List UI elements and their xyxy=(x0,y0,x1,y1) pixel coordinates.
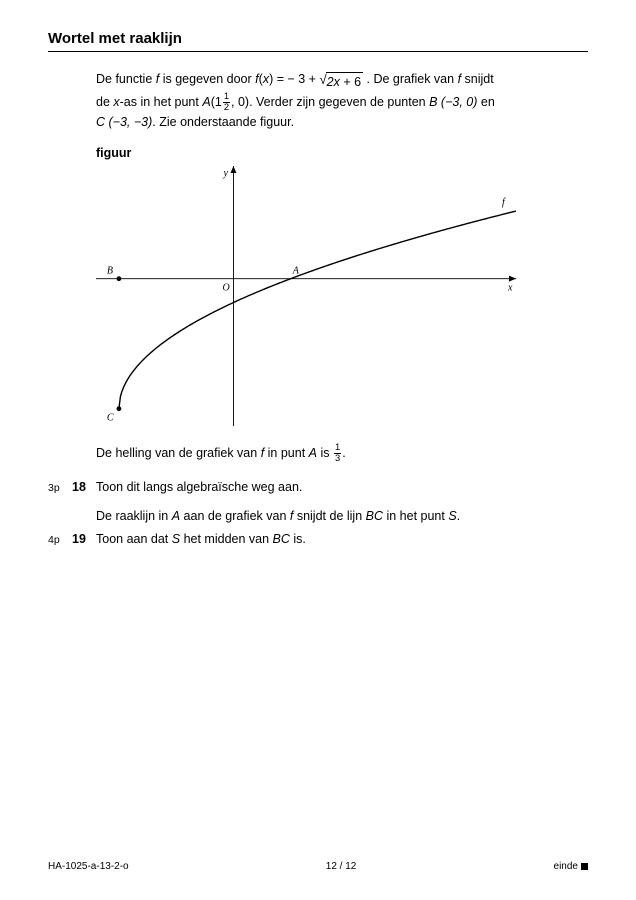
txt: . xyxy=(342,446,345,460)
txt: in punt xyxy=(264,446,308,460)
txt: ) = − 3 + xyxy=(269,72,319,86)
figure-svg: y x O A B Cf xyxy=(96,166,516,426)
svg-text:y: y xyxy=(222,168,228,179)
mid-paragraph: De raaklijn in A aan de grafiek van f sn… xyxy=(96,507,588,526)
txt: De functie xyxy=(96,72,156,86)
footer-end: einde xyxy=(554,861,588,872)
txt: (1 xyxy=(211,95,222,109)
figure-container: y x O A B Cf xyxy=(96,166,588,429)
svg-text:C: C xyxy=(107,413,114,424)
txt: de xyxy=(96,95,113,109)
pt-A: A xyxy=(202,95,210,109)
svg-text:x: x xyxy=(507,283,513,294)
txt: snijdt de lijn xyxy=(293,509,365,523)
txt: is xyxy=(317,446,333,460)
txt: De raaklijn in xyxy=(96,509,172,523)
txt: aan de grafiek van xyxy=(180,509,290,523)
intro-paragraph: De functie f is gegeven door f(x) = − 3 … xyxy=(96,70,588,132)
txt: is gegeven door xyxy=(159,72,255,86)
q18-points: 3p xyxy=(48,478,72,496)
txt: De helling van de grafiek van xyxy=(96,446,261,460)
page-footer: HA-1025-a-13-2-o 12 / 12 einde xyxy=(48,861,588,872)
txt: in het punt xyxy=(383,509,448,523)
sym-A: A xyxy=(172,509,180,523)
q19-points: 4p xyxy=(48,530,72,548)
footer-code: HA-1025-a-13-2-o xyxy=(48,861,129,872)
txt: . xyxy=(457,509,460,523)
q18-text: Toon dit langs algebraïsche weg aan. xyxy=(96,478,588,497)
q19-number: 19 xyxy=(72,530,96,549)
q19-text: Toon aan dat S het midden van BC is. xyxy=(96,530,588,549)
sym-A: A xyxy=(309,446,317,460)
footer-end-text: einde xyxy=(554,861,578,872)
sym-S: S xyxy=(172,532,180,546)
radical-icon: √ xyxy=(319,73,326,86)
sqrt: √2x + 6 xyxy=(319,72,363,92)
sym-BC: BC xyxy=(273,532,290,546)
txt: het midden van xyxy=(180,532,272,546)
question-18: 3p 18 Toon dit langs algebraïsche weg aa… xyxy=(48,478,588,497)
question-19: 4p 19 Toon aan dat S het midden van BC i… xyxy=(48,530,588,549)
page: Wortel met raaklijn De functie f is gege… xyxy=(0,0,636,900)
slope-sentence: De helling van de grafiek van f in punt … xyxy=(96,443,588,463)
figure-label: figuur xyxy=(96,146,588,160)
txt: -as in het punt xyxy=(120,95,203,109)
txt: . De grafiek van xyxy=(363,72,458,86)
footer-page: 12 / 12 xyxy=(326,861,357,872)
pt-B: B (−3, 0) xyxy=(429,95,477,109)
svg-text:A: A xyxy=(292,266,300,277)
end-square-icon xyxy=(581,863,588,870)
txt: . Zie onderstaande figuur. xyxy=(152,115,294,129)
txt: snijdt xyxy=(461,72,494,86)
txt: Toon aan dat xyxy=(96,532,172,546)
frac-half: 12 xyxy=(223,92,230,112)
txt: is. xyxy=(290,532,306,546)
sym-BC: BC xyxy=(366,509,383,523)
txt: . Verder zijn gegeven de punten xyxy=(249,95,429,109)
svg-text:f: f xyxy=(502,197,506,208)
title-rule xyxy=(48,51,588,52)
sym-S: S xyxy=(448,509,456,523)
pt-C: C (−3, −3) xyxy=(96,115,152,129)
svg-text:O: O xyxy=(222,283,229,294)
q18-number: 18 xyxy=(72,478,96,497)
frac-third: 13 xyxy=(334,443,341,463)
txt: , 0) xyxy=(231,95,249,109)
page-title: Wortel met raaklijn xyxy=(48,30,588,47)
txt: en xyxy=(477,95,494,109)
svg-text:B: B xyxy=(107,266,113,277)
